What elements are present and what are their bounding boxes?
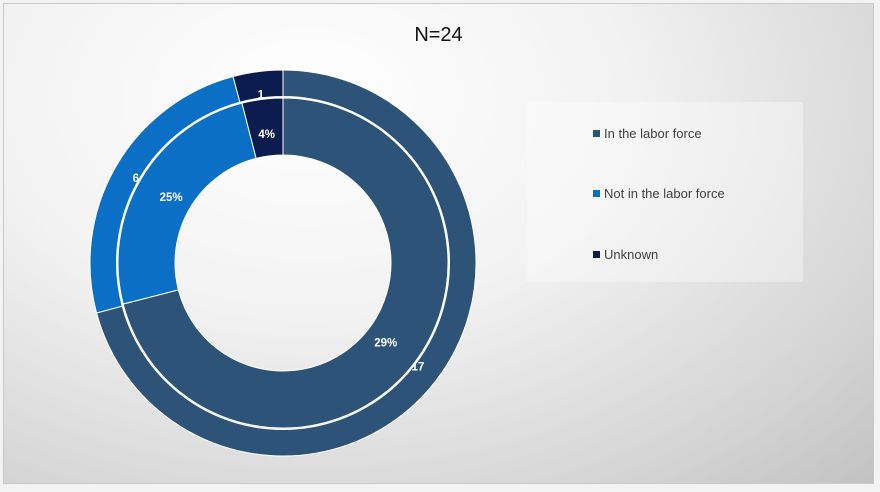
legend-swatch	[593, 190, 600, 197]
legend-item-in-labor-force: In the labor force	[593, 126, 702, 141]
legend-swatch	[593, 130, 600, 137]
inner-label-not-in-labor-force: 25%	[160, 192, 183, 204]
legend-label: In the labor force	[604, 126, 702, 141]
chart-area: N=24 17 6 1 29% 25% 4% In the labor force Not…	[3, 3, 874, 484]
legend-item-unknown: Unknown	[593, 247, 658, 262]
donut-chart: 17 6 1 29% 25% 4%	[89, 69, 477, 457]
chart-title: N=24	[414, 24, 463, 46]
legend-label: Not in the labor force	[604, 186, 725, 201]
inner-label-unknown: 4%	[258, 129, 275, 141]
legend-swatch	[593, 251, 600, 258]
legend: In the labor force Not in the labor forc…	[527, 102, 803, 282]
legend-item-not-in-labor-force: Not in the labor force	[593, 186, 725, 201]
outer-label-unknown: 1	[258, 89, 265, 101]
outer-slice-in-labor-force	[95, 69, 477, 457]
inner-slice-not-in-labor-force	[117, 102, 257, 305]
outer-label-not-in-labor-force: 6	[133, 173, 139, 185]
outer-slice-unknown	[232, 69, 284, 103]
legend-label: Unknown	[604, 247, 659, 262]
outer-label-in-labor-force: 17	[411, 361, 424, 373]
inner-label-in-labor-force: 29%	[374, 338, 397, 350]
inner-slice-in-labor-force	[122, 97, 449, 429]
inner-slice-unknown	[241, 97, 284, 160]
